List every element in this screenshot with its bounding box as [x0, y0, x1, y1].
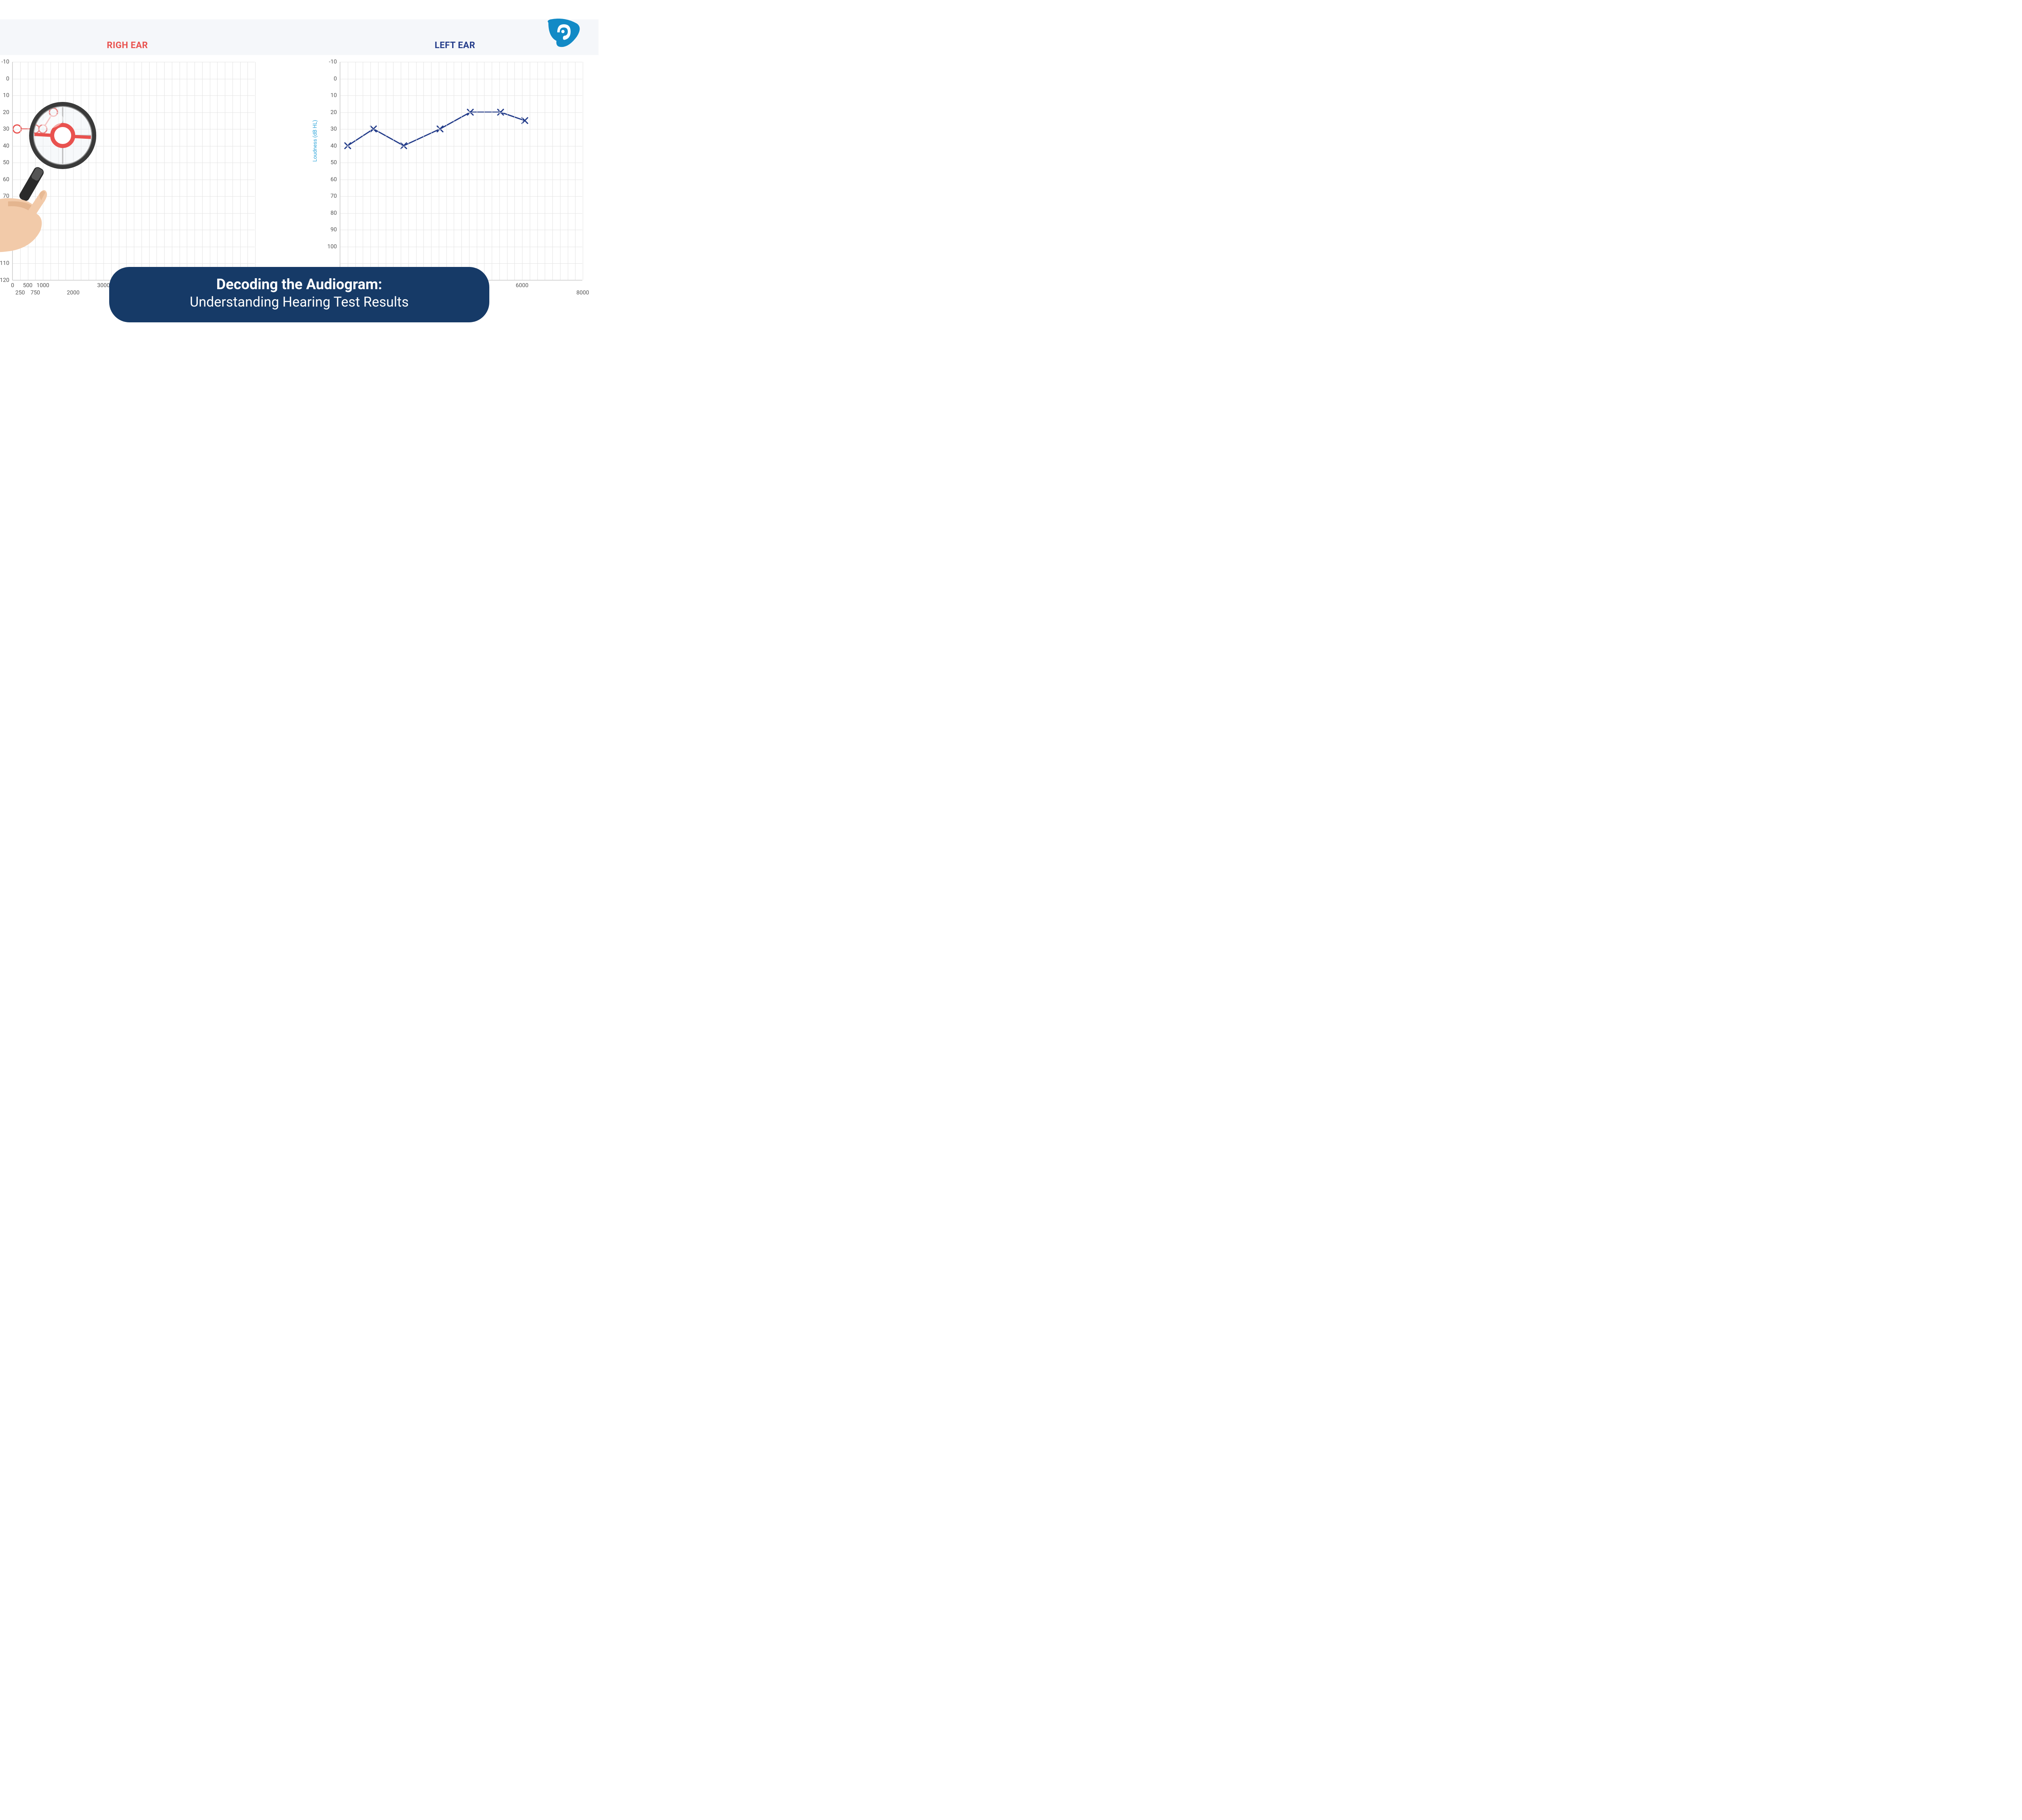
banner-subtitle: Understanding Hearing Test Results: [146, 293, 453, 311]
x-tick-label: 500: [23, 282, 33, 289]
y-tick-label: 30: [330, 126, 337, 132]
grid-line: [164, 62, 165, 280]
grid-line: [20, 62, 21, 280]
y-tick-label: 120: [0, 277, 9, 284]
left-ear-chart: -100102030405060708090100025050075010002…: [340, 62, 582, 280]
y-tick-label: 90: [3, 226, 9, 233]
grid-line: [378, 62, 379, 280]
grid-line: [446, 62, 447, 280]
grid-line: [35, 62, 36, 280]
y-tick-label: 60: [330, 176, 337, 183]
grid-line: [507, 62, 508, 280]
y-tick-label: 0: [6, 76, 9, 82]
grid-line: [217, 62, 218, 280]
data-marker: [522, 118, 528, 123]
y-tick-label: 0: [334, 76, 337, 82]
y-tick-label: 50: [3, 159, 9, 166]
grid-line: [202, 62, 203, 280]
grid-line: [537, 62, 538, 280]
right-ear-title: RIGH EAR: [0, 40, 259, 51]
x-tick-label: 2000: [67, 290, 79, 296]
grid-line: [552, 62, 553, 280]
y-tick-label: 20: [330, 109, 337, 116]
y-tick-label: -10: [329, 59, 337, 65]
grid-line: [111, 62, 112, 280]
grid-line: [73, 62, 74, 280]
y-tick-label: 30: [3, 126, 9, 132]
y-tick-label: 10: [3, 92, 9, 99]
grid-line: [340, 62, 341, 280]
y-tick-label: -10: [1, 59, 9, 65]
y-axis-label-left: Loudness (dB HL): [312, 120, 318, 162]
right-ear-chart: -100102030405060708090100110120025050075…: [12, 62, 255, 280]
grid-line: [416, 62, 417, 280]
y-tick-label: 60: [3, 176, 9, 183]
grid-line: [514, 62, 515, 280]
banner-title: Decoding the Audiogram:: [146, 276, 453, 293]
x-tick-label: 1000: [36, 282, 49, 289]
title-banner: Decoding the Audiogram: Understanding He…: [109, 267, 489, 322]
grid-line: [408, 62, 409, 280]
y-tick-label: 90: [330, 226, 337, 233]
y-tick-label: 40: [330, 143, 337, 149]
x-tick-label: 3000: [97, 282, 110, 289]
y-tick-label: 70: [3, 193, 9, 199]
grid-line: [423, 62, 424, 280]
y-tick-label: 110: [0, 260, 9, 267]
y-tick-label: 40: [3, 143, 9, 149]
grid-line: [461, 62, 462, 280]
y-tick-label: 80: [3, 210, 9, 216]
grid-line: [247, 62, 248, 280]
y-tick-label: 100: [0, 243, 9, 250]
grid-line: [149, 62, 150, 280]
grid-line: [499, 62, 500, 280]
grid-line: [255, 62, 256, 280]
grid-line: [58, 62, 59, 280]
y-tick-label: 10: [330, 92, 337, 99]
y-tick-label: 50: [330, 159, 337, 166]
x-tick-label: 0: [11, 282, 14, 289]
x-tick-label: 750: [30, 290, 40, 296]
x-tick-label: 6000: [516, 282, 528, 289]
grid-line: [355, 62, 356, 280]
left-ear-title: LEFT EAR: [324, 40, 586, 51]
grid-line: [469, 62, 470, 280]
y-tick-label: 100: [327, 243, 337, 250]
x-tick-label: 8000: [576, 290, 589, 296]
grid-line: [370, 62, 371, 280]
grid-line: [126, 62, 127, 280]
y-tick-label: 20: [3, 109, 9, 116]
x-tick-label: 250: [15, 290, 25, 296]
y-tick-label: 80: [330, 210, 337, 216]
grid-line: [240, 62, 241, 280]
y-tick-label: 70: [330, 193, 337, 199]
